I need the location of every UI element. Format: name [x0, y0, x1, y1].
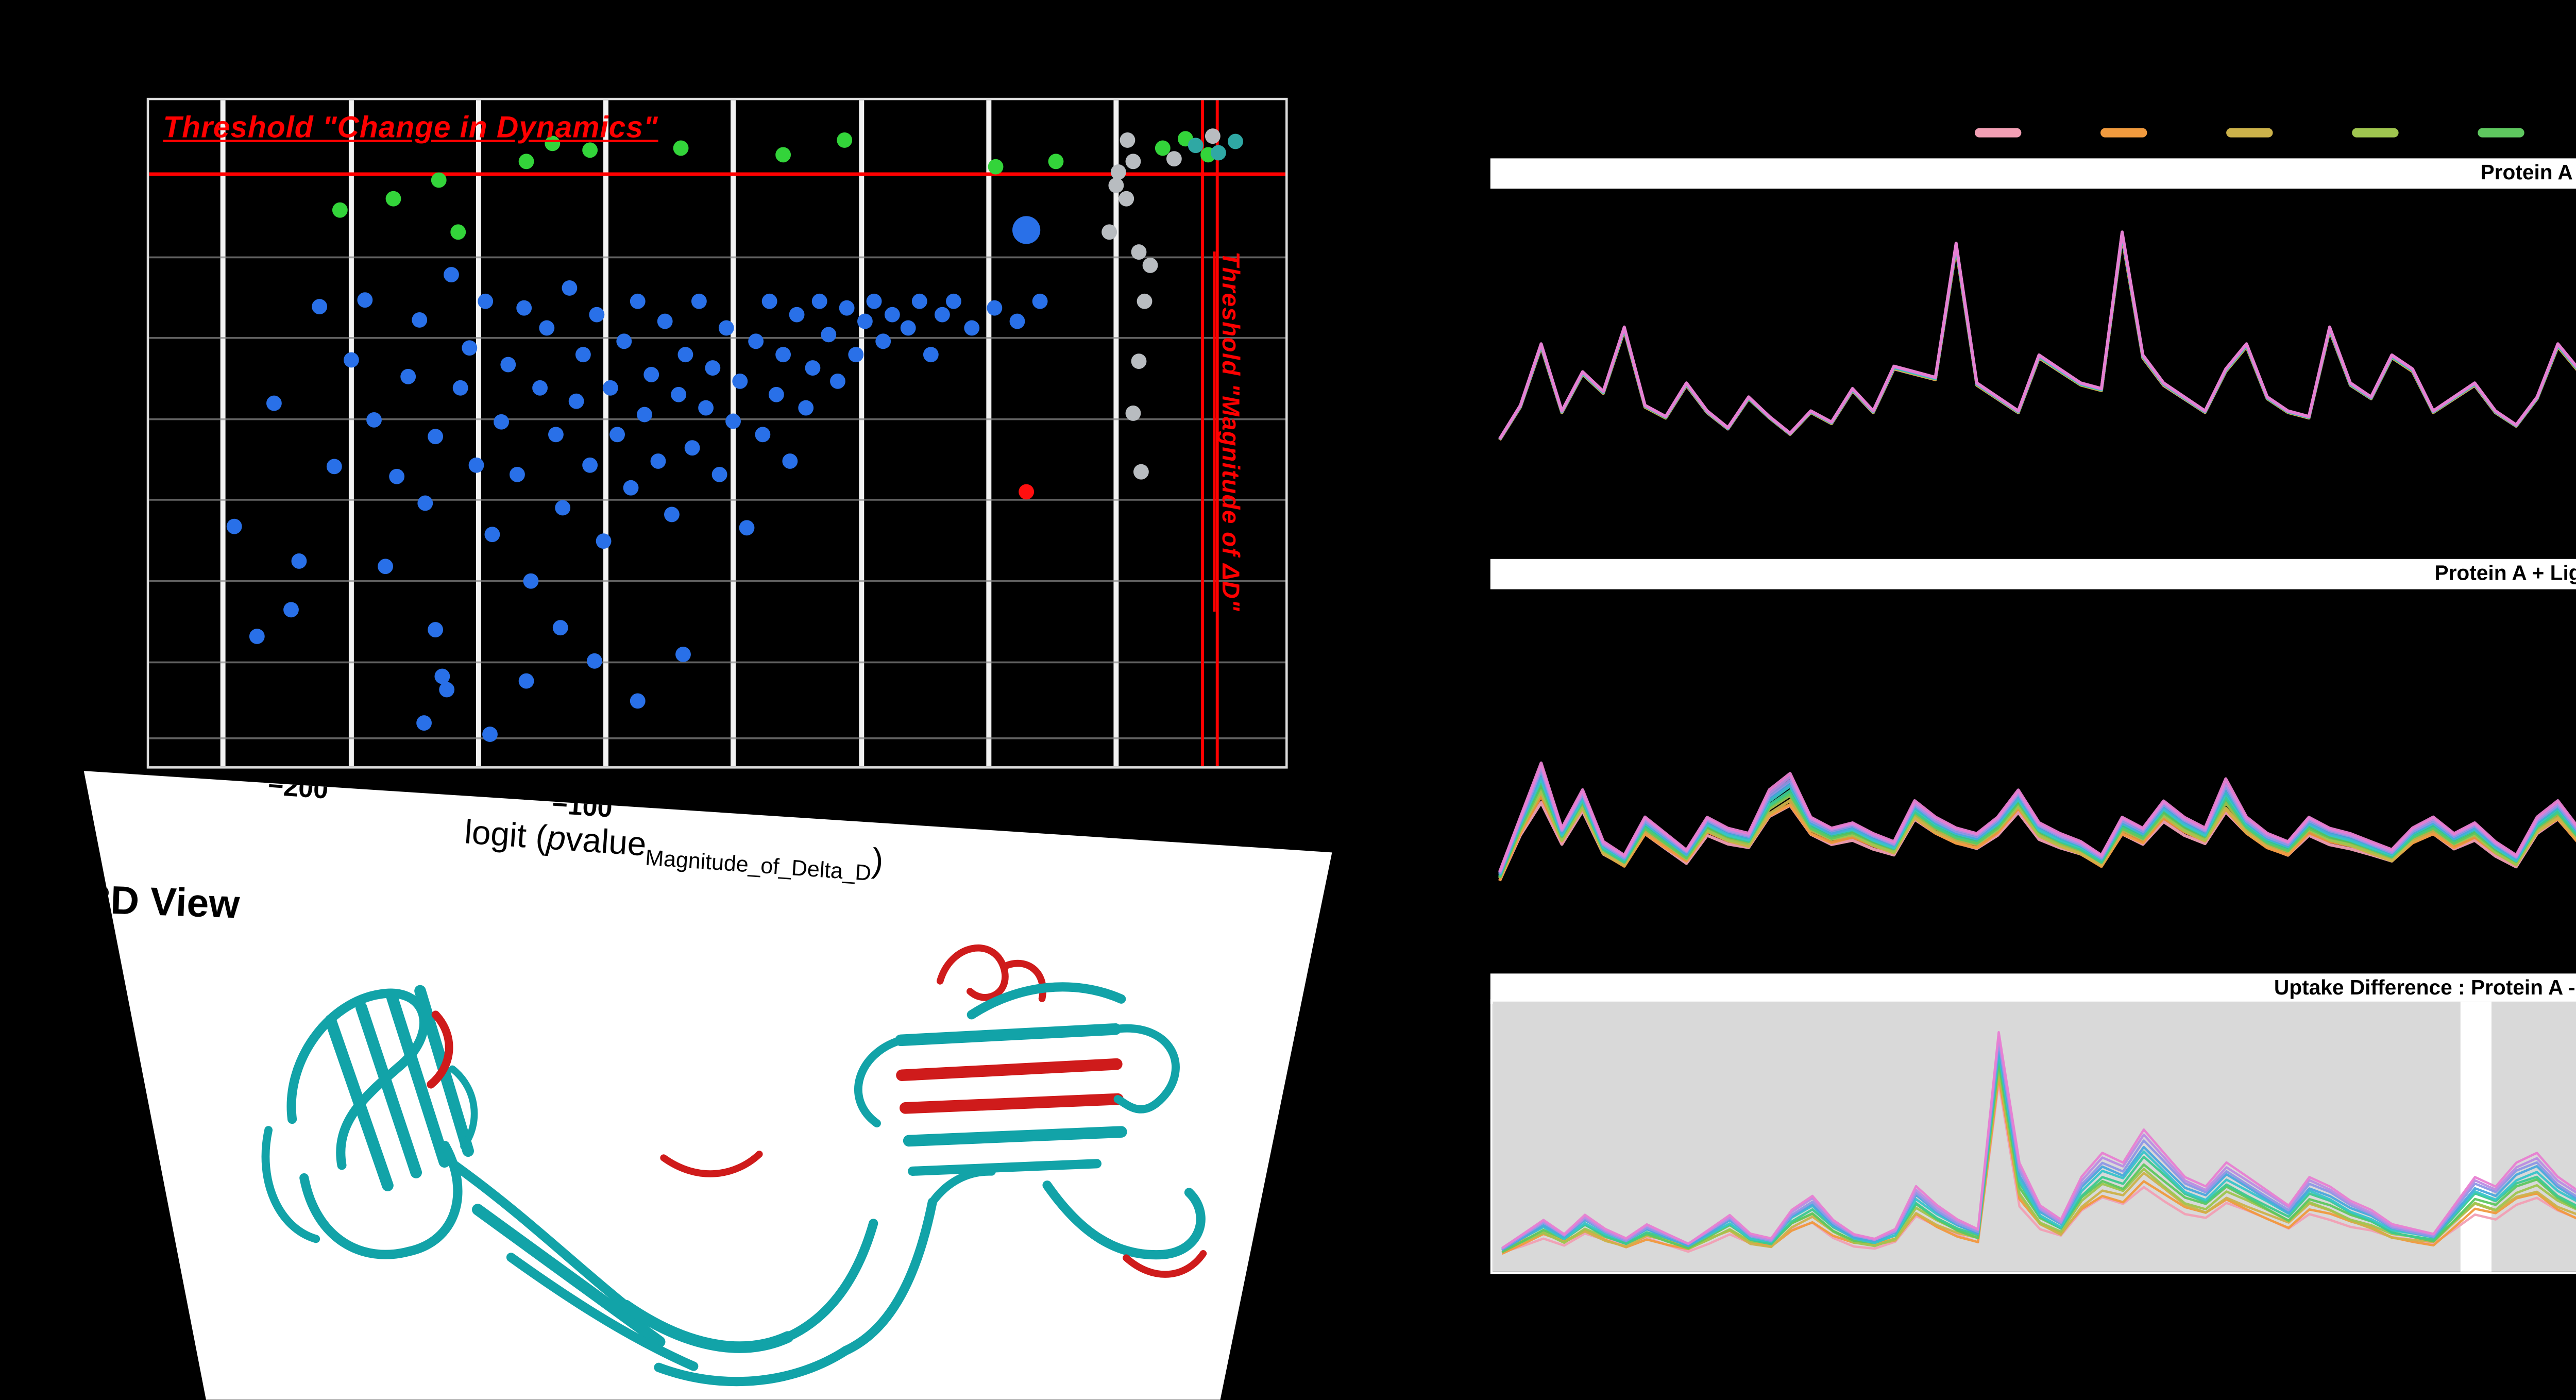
legend-swatch — [1974, 128, 2022, 138]
x-axis-tick-minus-200: −200 — [267, 773, 329, 806]
volcano-canvas[interactable] — [149, 100, 1286, 767]
axis-label-post: ) — [870, 844, 885, 882]
panel-title-protein-a: Protein A — [1490, 158, 2576, 189]
threshold-change-in-dynamics-label: Threshold "Change in Dynamics" — [163, 109, 658, 145]
volcano-plot[interactable] — [146, 97, 1288, 769]
timepoint-legend — [1974, 128, 2576, 138]
uptake-difference-plot — [1490, 999, 2576, 1274]
threshold-magnitude-label: Threshold "Magnitude of ΔD" — [1215, 251, 1244, 612]
x-axis-tick-minus-100: −100 — [551, 792, 614, 824]
protein-structure[interactable] — [190, 895, 1254, 1400]
axis-label-value: value — [564, 822, 648, 865]
axis-label-subscript: Magnitude_of_Delta_D — [644, 846, 872, 888]
volcano-x-axis-label: logit (pvalueMagnitude_of_Delta_D) — [463, 815, 885, 888]
axis-label-p: p — [545, 821, 567, 859]
uptake-plot-protein-a — [1498, 230, 2576, 441]
legend-swatch — [2100, 128, 2147, 138]
panel-title-uptake-difference: Uptake Difference : Protein A - (Protein… — [1490, 973, 2576, 1004]
legend-swatch — [2226, 128, 2273, 138]
panel-title-protein-a-ligand: Protein A + Ligand — [1490, 559, 2576, 589]
legend-swatch — [2478, 128, 2524, 138]
legend-swatch — [2352, 128, 2399, 138]
uptake-plot-protein-a-ligand — [1498, 761, 2576, 882]
axis-label-pre: logit ( — [463, 815, 548, 858]
